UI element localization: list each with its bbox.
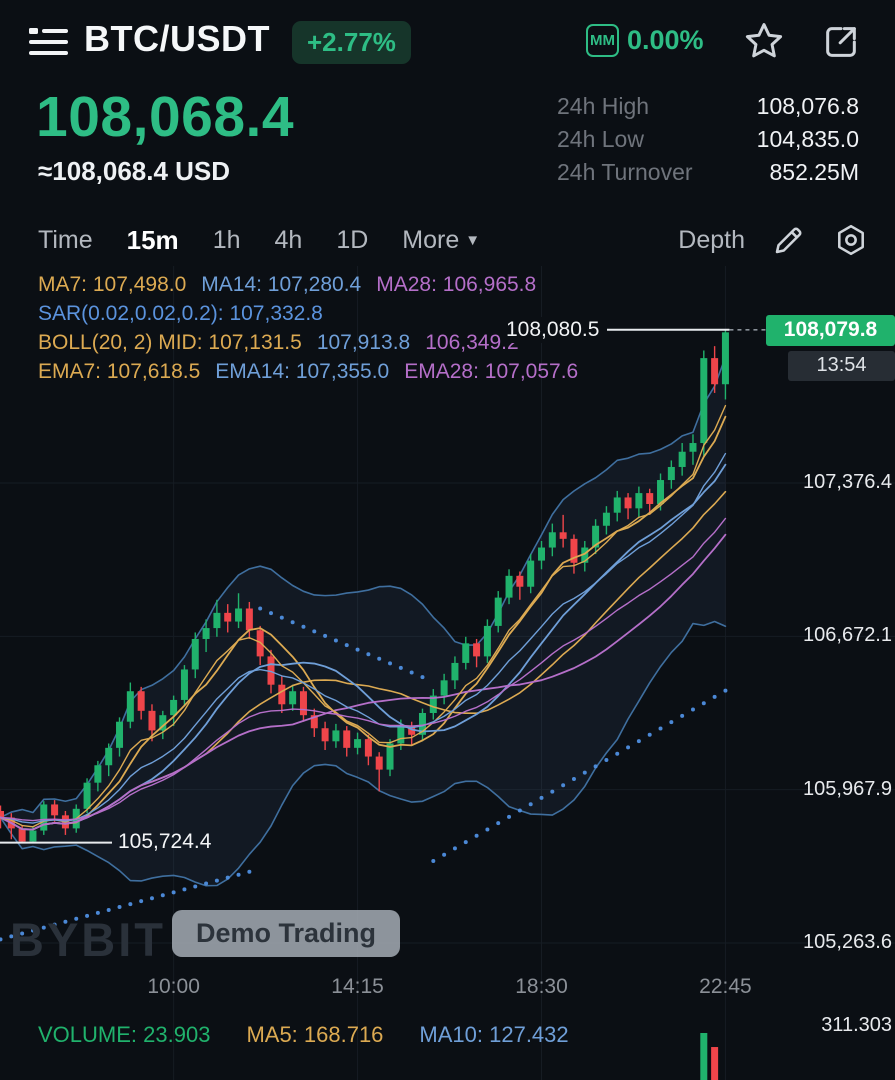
stat-value: 108,076.8 (756, 93, 859, 119)
legend-ma-row: MA7: 107,498.0 MA14: 107,280.4 MA28: 106… (38, 270, 578, 299)
tab-depth[interactable]: Depth (678, 225, 745, 254)
change-badge: +2.77% (292, 21, 411, 64)
ema28-value: EMA28: 107,057.6 (404, 360, 579, 383)
volume-value: VOLUME: 23.903 (38, 1022, 211, 1047)
low-marker-label: 105,724.4 (118, 829, 212, 853)
y-axis-label: 107,376.4 (803, 471, 892, 493)
legend-sar-row: SAR(0.02,0.02,0.2): 107,332.8 (38, 299, 578, 328)
y-axis-label: 105,263.6 (803, 931, 892, 953)
ma28-value: MA28: 106,965.8 (376, 273, 537, 296)
tab-15m[interactable]: 15m (126, 224, 179, 255)
indicator-legend[interactable]: MA7: 107,498.0 MA14: 107,280.4 MA28: 106… (38, 270, 578, 386)
volume-ma10: MA10: 127.432 (419, 1022, 569, 1047)
ema7-value: EMA7: 107,618.5 (38, 360, 201, 383)
stat-row: 24h Turnover 852.25M (557, 156, 859, 189)
last-price-tag: 108,079.8 (766, 314, 895, 346)
high-marker-label: 108,080.5 (503, 316, 603, 343)
demo-trading-badge: Demo Trading (172, 910, 401, 957)
indicator-settings-icon[interactable] (833, 222, 869, 258)
volume-axis-label: 311.303 (821, 1014, 892, 1036)
mm-indicator[interactable]: MM 0.00% (586, 24, 704, 57)
tab-more[interactable]: More ▼ (402, 226, 480, 255)
x-axis-label: 18:30 (515, 975, 568, 998)
ma14-value: MA14: 107,280.4 (201, 273, 362, 296)
boll-mid-value: BOLL(20, 2) MID: 107,131.5 (38, 331, 302, 354)
stat-value: 104,835.0 (756, 126, 859, 152)
tab-4h[interactable]: 4h (274, 225, 303, 254)
tab-1h[interactable]: 1h (212, 225, 241, 254)
chevron-down-icon: ▼ (465, 231, 481, 249)
volume-ma5: MA5: 168.716 (246, 1022, 384, 1047)
x-axis-label: 10:00 (147, 975, 200, 998)
approx-usd: ≈108,068.4 USD (38, 156, 231, 186)
share-icon[interactable] (821, 22, 861, 62)
chart-toolbar: Time 15m 1h 4h 1D More ▼ Depth (38, 222, 869, 258)
stats-24h: 24h High 108,076.8 24h Low 104,835.0 24h… (557, 90, 859, 189)
stat-row: 24h High 108,076.8 (557, 90, 859, 123)
last-price: 108,068.4 (36, 85, 295, 149)
mm-value: 0.00% (627, 25, 704, 55)
ema14-value: EMA14: 107,355.0 (215, 360, 390, 383)
bybit-watermark: BYBIT (10, 913, 166, 966)
volume-legend[interactable]: VOLUME: 23.903 MA5: 168.716 MA10: 127.43… (38, 1022, 569, 1048)
tab-time[interactable]: Time (38, 225, 93, 254)
y-axis-label: 106,672.1 (803, 624, 892, 647)
candle-countdown: 13:54 (788, 350, 895, 381)
stat-row: 24h Low 104,835.0 (557, 123, 859, 156)
y-axis-label: 105,967.9 (803, 777, 892, 800)
mm-icon: MM (586, 24, 619, 57)
tab-1d[interactable]: 1D (336, 225, 369, 254)
legend-ema-row: EMA7: 107,618.5 EMA14: 107,355.0 EMA28: … (38, 357, 578, 386)
x-axis-label: 22:45 (699, 975, 752, 998)
symbol-title[interactable]: BTC/USDT (84, 18, 270, 59)
market-menu-icon[interactable] (28, 26, 70, 58)
stat-label: 24h High (557, 93, 650, 119)
stat-label: 24h Turnover (557, 159, 693, 185)
boll-up-value: 107,913.8 (316, 331, 411, 354)
boll-low-value: 106,349.2 (425, 331, 519, 354)
sar-value: SAR(0.02,0.02,0.2): 107,332.8 (38, 302, 323, 325)
ma7-value: MA7: 107,498.0 (38, 273, 187, 296)
favorite-star-icon[interactable] (743, 20, 785, 62)
x-axis-label: 14:15 (331, 975, 384, 998)
more-label: More (402, 225, 460, 254)
draw-pencil-icon[interactable] (771, 222, 807, 258)
legend-boll-row: BOLL(20, 2) MID: 107,131.5 107,913.8 106… (38, 328, 578, 357)
stat-value: 852.25M (769, 159, 859, 185)
stat-label: 24h Low (557, 126, 644, 152)
